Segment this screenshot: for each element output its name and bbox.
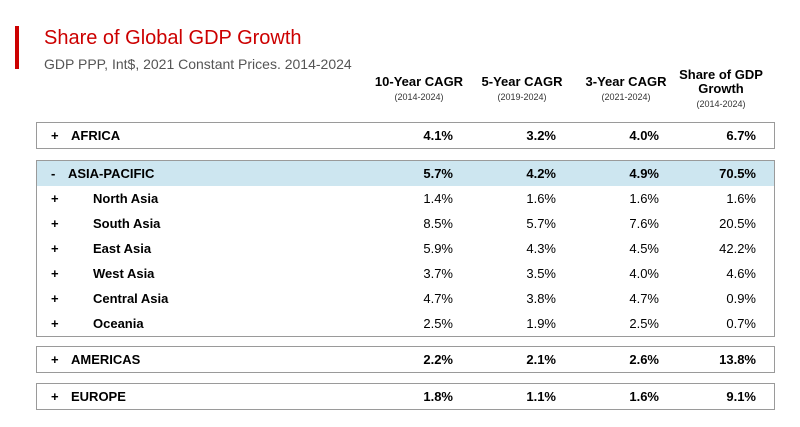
value-3yr: 4.7%	[629, 291, 659, 306]
value-10yr: 8.5%	[423, 216, 453, 231]
subregion-name: North Asia	[93, 191, 159, 206]
value-share: 0.7%	[726, 316, 756, 331]
expand-toggle[interactable]: +	[51, 128, 59, 143]
value-share: 13.8%	[719, 352, 756, 367]
expand-toggle[interactable]: +	[51, 241, 59, 256]
subregion-name: Oceania	[93, 316, 144, 331]
value-10yr: 3.7%	[423, 266, 453, 281]
table-row[interactable]: - ASIA-PACIFIC 5.7% 4.2% 4.9% 70.5%	[37, 161, 774, 186]
column-header-range: (2014-2024)	[696, 99, 746, 109]
column-header-share: Share of GDP Growth (2014-2024)	[671, 67, 771, 110]
value-10yr: 2.2%	[423, 352, 453, 367]
column-header-label: Share of GDP Growth	[679, 67, 763, 96]
table-row[interactable]: + North Asia 1.4% 1.6% 1.6% 1.6%	[37, 186, 774, 211]
value-5yr: 1.1%	[526, 389, 556, 404]
value-3yr: 2.5%	[629, 316, 659, 331]
value-5yr: 3.5%	[526, 266, 556, 281]
subregion-name: East Asia	[93, 241, 152, 256]
value-share: 1.6%	[726, 191, 756, 206]
table-row[interactable]: + EUROPE 1.8% 1.1% 1.6% 9.1%	[37, 384, 774, 409]
table-row[interactable]: + Central Asia 4.7% 3.8% 4.7% 0.9%	[37, 286, 774, 311]
expand-toggle[interactable]: +	[51, 352, 59, 367]
expand-toggle[interactable]: +	[51, 389, 59, 404]
column-header-5yr: 5-Year CAGR (2019-2024)	[472, 74, 572, 103]
table-row[interactable]: + Oceania 2.5% 1.9% 2.5% 0.7%	[37, 311, 774, 336]
region-name: EUROPE	[71, 389, 126, 404]
column-header-3yr: 3-Year CAGR (2021-2024)	[576, 74, 676, 103]
value-10yr: 5.9%	[423, 241, 453, 256]
value-5yr: 1.9%	[526, 316, 556, 331]
group-asia-pacific: - ASIA-PACIFIC 5.7% 4.2% 4.9% 70.5% + No…	[36, 160, 775, 337]
value-share: 42.2%	[719, 241, 756, 256]
column-header-range: (2014-2024)	[394, 92, 444, 102]
column-header-label: 5-Year CAGR	[481, 74, 563, 89]
table-row[interactable]: + West Asia 3.7% 3.5% 4.0% 4.6%	[37, 261, 774, 286]
collapse-toggle[interactable]: -	[51, 166, 56, 181]
expand-toggle[interactable]: +	[51, 191, 59, 206]
value-10yr: 2.5%	[423, 316, 453, 331]
value-5yr: 1.6%	[526, 191, 556, 206]
value-3yr: 4.0%	[629, 266, 659, 281]
subregion-name: West Asia	[93, 266, 155, 281]
page-title: Share of Global GDP Growth	[44, 27, 302, 49]
group-americas: + AMERICAS 2.2% 2.1% 2.6% 13.8%	[36, 346, 775, 373]
title-accent-bar	[15, 26, 19, 69]
value-10yr: 5.7%	[423, 166, 453, 181]
value-10yr: 1.8%	[423, 389, 453, 404]
region-name: ASIA-PACIFIC	[68, 166, 155, 181]
value-3yr: 7.6%	[629, 216, 659, 231]
region-name: AFRICA	[71, 128, 121, 143]
value-3yr: 4.9%	[629, 166, 659, 181]
value-share: 70.5%	[719, 166, 756, 181]
column-header-range: (2021-2024)	[601, 92, 651, 102]
expand-toggle[interactable]: +	[51, 216, 59, 231]
table-row[interactable]: + South Asia 8.5% 5.7% 7.6% 20.5%	[37, 211, 774, 236]
column-header-label: 3-Year CAGR	[585, 74, 667, 89]
expand-toggle[interactable]: +	[51, 316, 59, 331]
region-name: AMERICAS	[71, 352, 141, 367]
value-10yr: 1.4%	[423, 191, 453, 206]
value-share: 9.1%	[726, 389, 756, 404]
value-share: 6.7%	[726, 128, 756, 143]
expand-toggle[interactable]: +	[51, 266, 59, 281]
value-10yr: 4.1%	[423, 128, 453, 143]
value-5yr: 5.7%	[526, 216, 556, 231]
table-row[interactable]: + East Asia 5.9% 4.3% 4.5% 42.2%	[37, 236, 774, 261]
value-3yr: 1.6%	[629, 389, 659, 404]
value-5yr: 3.8%	[526, 291, 556, 306]
value-share: 0.9%	[726, 291, 756, 306]
value-5yr: 4.3%	[526, 241, 556, 256]
column-header-10yr: 10-Year CAGR (2014-2024)	[369, 74, 469, 103]
value-3yr: 4.0%	[629, 128, 659, 143]
page-subtitle: GDP PPP, Int$, 2021 Constant Prices. 201…	[44, 56, 352, 72]
group-europe: + EUROPE 1.8% 1.1% 1.6% 9.1%	[36, 383, 775, 410]
subregion-name: South Asia	[93, 216, 161, 231]
group-africa: + AFRICA 4.1% 3.2% 4.0% 6.7%	[36, 122, 775, 149]
value-3yr: 4.5%	[629, 241, 659, 256]
value-3yr: 2.6%	[629, 352, 659, 367]
column-header-range: (2019-2024)	[497, 92, 547, 102]
value-5yr: 2.1%	[526, 352, 556, 367]
subregion-name: Central Asia	[93, 291, 169, 306]
value-3yr: 1.6%	[629, 191, 659, 206]
value-share: 20.5%	[719, 216, 756, 231]
table-row[interactable]: + AMERICAS 2.2% 2.1% 2.6% 13.8%	[37, 347, 774, 372]
value-10yr: 4.7%	[423, 291, 453, 306]
value-5yr: 4.2%	[526, 166, 556, 181]
expand-toggle[interactable]: +	[51, 291, 59, 306]
column-header-label: 10-Year CAGR	[374, 74, 464, 89]
value-5yr: 3.2%	[526, 128, 556, 143]
value-share: 4.6%	[726, 266, 756, 281]
table-row[interactable]: + AFRICA 4.1% 3.2% 4.0% 6.7%	[37, 123, 774, 148]
